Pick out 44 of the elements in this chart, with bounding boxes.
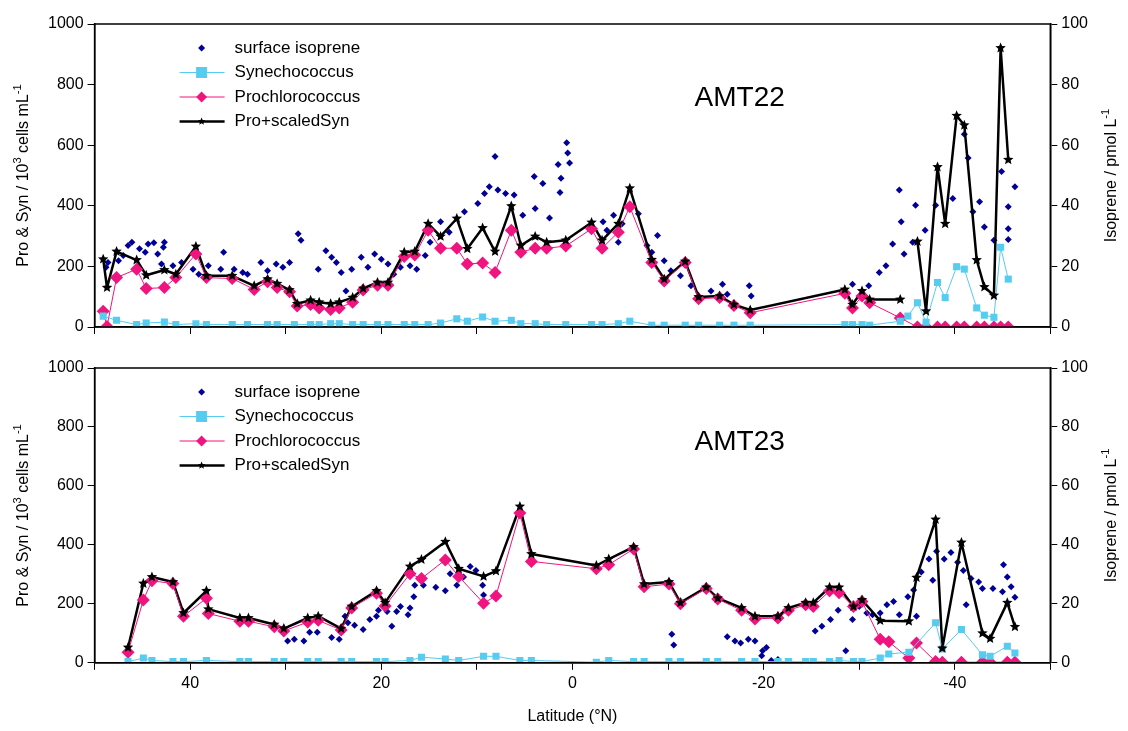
y2-tick-label: 40 [1061,535,1080,553]
y-tick-label: 600 [56,476,84,494]
y2-tick-label: 0 [1061,317,1071,335]
y2-tick-label: 80 [1061,417,1080,435]
y-tick-label: 800 [56,417,84,435]
annotation: AMT22 [694,80,785,112]
y-axis-title: Pro & Syn / 103 cells mL-1 [11,424,32,607]
legend-label: Prochlorococcus [234,430,361,450]
y2-tick-label: 40 [1061,196,1080,214]
x-tick-label: 0 [568,673,577,691]
y2-tick-label: 60 [1061,476,1080,494]
y2-tick-label: 0 [1061,653,1071,671]
y-tick-label: 400 [56,196,84,214]
y2-tick-label: 80 [1061,75,1080,93]
legend-label: Synechococcus [234,62,354,82]
y2-axis-title: Isoprene / pmol L-1 [1099,108,1120,243]
legend-label: surface isoprene [234,381,361,401]
annotation: AMT23 [694,424,785,456]
y2-axis-title: Isoprene / pmol L-1 [1099,448,1120,583]
y-tick-label: 0 [74,317,84,335]
y-tick-label: 0 [74,653,84,671]
legend-label: Prochlorococcus [234,86,361,106]
x-tick-label: -40 [943,673,967,691]
y2-tick-label: 20 [1061,594,1080,612]
y-tick-label: 800 [56,75,84,93]
x-axis-title: Latitude (°N) [527,707,618,725]
x-tick-label: 40 [181,673,200,691]
x-tick-label: -20 [752,673,776,691]
y-tick-label: 600 [56,135,84,153]
y2-tick-label: 100 [1061,14,1089,32]
legend-label: Pro+scaledSyn [234,455,350,475]
legend-label: Synechococcus [234,406,354,426]
y-tick-label: 200 [56,256,84,274]
y-tick-label: 400 [56,535,84,553]
x-tick-label: 20 [372,673,391,691]
y2-tick-label: 20 [1061,256,1080,274]
y2-tick-label: 60 [1061,135,1080,153]
y-tick-label: 1000 [48,358,84,376]
y2-tick-label: 100 [1061,358,1089,376]
legend-label: surface isoprene [234,37,361,57]
legend-label: Pro+scaledSyn [234,111,350,131]
y-tick-label: 200 [56,594,84,612]
y-tick-label: 1000 [48,14,84,32]
y-axis-title: Pro & Syn / 103 cells mL-1 [11,84,32,267]
